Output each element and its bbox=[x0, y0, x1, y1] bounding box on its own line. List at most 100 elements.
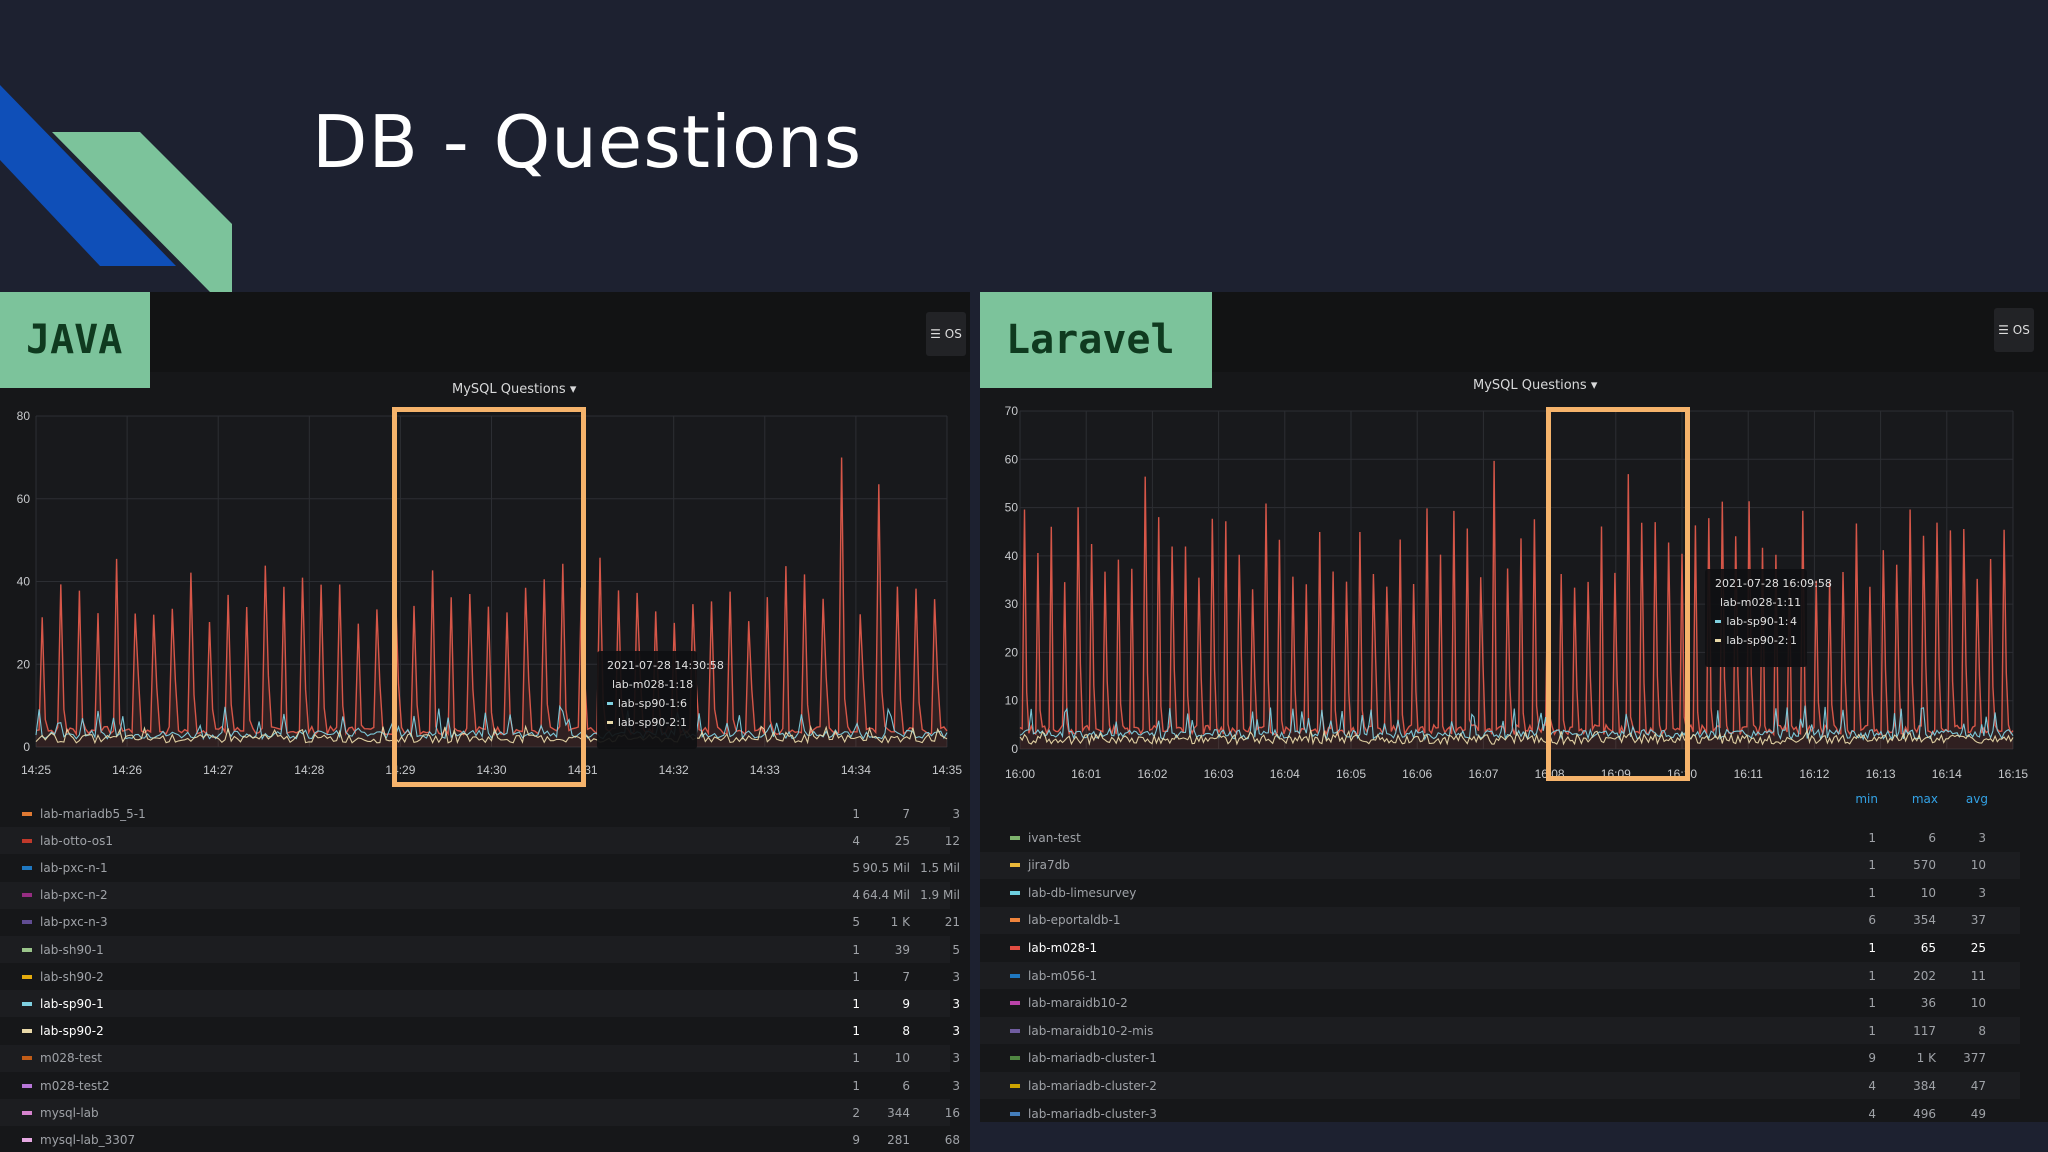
legend-header-max[interactable]: max bbox=[1911, 792, 1938, 806]
legend-row[interactable]: m028-test 1 10 3 bbox=[0, 1044, 960, 1072]
legend-row[interactable]: jira7db 1 570 10 bbox=[980, 851, 2020, 879]
legend-avg-value: 1.5 Mil bbox=[920, 860, 960, 875]
legend-series-name: lab-db-limesurvey bbox=[1028, 885, 1137, 900]
legend-min-value: 1 bbox=[852, 942, 860, 957]
legend-row[interactable]: lab-sp90-1 1 9 3 bbox=[0, 990, 960, 1018]
legend-row[interactable]: lab-mariadb-cluster-2 4 384 47 bbox=[980, 1072, 2020, 1100]
legend-row[interactable]: lab-sh90-2 1 7 3 bbox=[0, 963, 960, 990]
series-line-lab-sp90-1 bbox=[1019, 705, 2014, 742]
legend-header-avg[interactable]: avg bbox=[1965, 792, 1988, 806]
x-tick-label: 16:03 bbox=[1204, 767, 1234, 781]
legend-row[interactable]: lab-mariadb-cluster-1 9 1 K 377 bbox=[980, 1045, 2020, 1072]
legend-avg-value: 68 bbox=[944, 1132, 960, 1147]
tooltip-value: 18 bbox=[679, 678, 694, 691]
legend-series-name: lab-sp90-1 bbox=[40, 996, 104, 1011]
legend-row[interactable]: lab-pxc-n-3 5 1 K 21 bbox=[0, 909, 960, 936]
chart-tooltip: 2021-07-28 16:09:58 lab-m028-1: 11 lab-s… bbox=[1705, 569, 1832, 667]
legend-avg-value: 3 bbox=[952, 969, 960, 984]
legend-swatch bbox=[22, 811, 32, 816]
legend-row[interactable]: lab-mariadb-cluster-3 4 496 49 bbox=[980, 1100, 2020, 1127]
tooltip-value: 1 bbox=[680, 716, 687, 729]
legend-max-value: 36 bbox=[1920, 996, 1936, 1011]
legend-avg-value: 3 bbox=[952, 1024, 960, 1039]
panel-badge: Laravel bbox=[980, 292, 1212, 388]
chart-title[interactable]: MySQL Questions ▾ bbox=[452, 382, 577, 397]
series-line-lab-sp90-2 bbox=[35, 724, 948, 745]
legend-row[interactable]: lab-otto-os1 4 25 12 bbox=[0, 827, 960, 855]
legend-min-value: 4 bbox=[852, 888, 860, 903]
legend-max-value: 6 bbox=[1928, 830, 1936, 845]
legend-max-value: 90.5 Mil bbox=[862, 860, 910, 875]
legend-swatch bbox=[1010, 863, 1020, 868]
legend-series-name: lab-sh90-2 bbox=[40, 969, 104, 984]
legend-min-value: 1 bbox=[1868, 885, 1876, 900]
legend-series-name: lab-sh90-1 bbox=[40, 942, 104, 957]
legend-max-value: 8 bbox=[902, 1024, 910, 1039]
legend-swatch bbox=[22, 1083, 32, 1088]
os-menu-button[interactable]: ☰ OS bbox=[1994, 308, 2034, 352]
legend-row[interactable]: mysql-lab_3307 9 281 68 bbox=[0, 1126, 960, 1152]
series-line-lab-m028-1 bbox=[1019, 460, 2014, 737]
tooltip-swatch bbox=[1715, 620, 1722, 623]
legend-row[interactable]: lab-pxc-n-2 4 64.4 Mil 1.9 Mil bbox=[0, 881, 960, 909]
legend-max-value: 570 bbox=[1913, 858, 1936, 873]
legend-swatch bbox=[22, 1001, 32, 1006]
legend-row[interactable]: lab-m056-1 1 202 11 bbox=[980, 962, 2020, 989]
panel-header-strip bbox=[0, 292, 970, 372]
legend-min-value: 1 bbox=[852, 996, 860, 1011]
x-tick-label: 14:26 bbox=[112, 763, 142, 777]
legend-row[interactable]: lab-maraidb10-2 1 36 10 bbox=[980, 990, 2020, 1017]
legend-row[interactable]: mysql-lab 2 344 16 bbox=[0, 1099, 960, 1127]
legend-max-value: 202 bbox=[1913, 968, 1936, 983]
plot-area bbox=[1020, 411, 2013, 749]
legend-max-value: 65 bbox=[1920, 940, 1936, 955]
y-tick-label: 80 bbox=[17, 409, 31, 423]
chart-tooltip: 2021-07-28 14:30:58 lab-m028-1: 18 lab-s… bbox=[597, 651, 724, 749]
legend-swatch bbox=[22, 1110, 32, 1115]
laravel-panel: Laravel ☰ OS MySQL Questions ▾ 0 10 20 30 40… bbox=[980, 292, 2048, 1152]
legend-row[interactable]: lab-db-limesurvey 1 10 3 bbox=[980, 879, 2020, 906]
mysql-questions-chart: 0 10 20 30 40 50 60 70 16:00 16:01 16:02 16:03 16:04… bbox=[1005, 404, 2029, 781]
legend-series-name: lab-mariadb-cluster-2 bbox=[1028, 1078, 1157, 1093]
legend-swatch bbox=[22, 920, 32, 925]
legend-max-value: 281 bbox=[887, 1132, 910, 1147]
slide-title: DB - Questions bbox=[312, 100, 863, 184]
legend-swatch bbox=[1010, 1056, 1020, 1061]
x-tick-label: 16:01 bbox=[1071, 767, 1101, 781]
legend-avg-value: 3 bbox=[952, 996, 960, 1011]
tooltip-series: lab-sp90-2: bbox=[617, 716, 680, 729]
legend-row[interactable]: lab-mariadb5_5-1 1 7 3 bbox=[0, 800, 960, 827]
legend-min-value: 1 bbox=[852, 1051, 860, 1066]
legend-max-value: 1 K bbox=[1916, 1051, 1936, 1066]
x-tick-label: 14:34 bbox=[841, 763, 871, 777]
legend-avg-value: 10 bbox=[1970, 858, 1986, 873]
legend-row[interactable]: lab-m028-1 1 65 25 bbox=[980, 934, 2020, 961]
x-tick-label: 16:12 bbox=[1799, 767, 1829, 781]
legend-row[interactable]: m028-test2 1 6 3 bbox=[0, 1072, 960, 1099]
x-tick-label: 16:05 bbox=[1336, 767, 1366, 781]
legend-swatch bbox=[1010, 1028, 1020, 1033]
legend-row[interactable]: lab-sp90-2 1 8 3 bbox=[0, 1018, 960, 1045]
legend-max-value: 39 bbox=[894, 942, 910, 957]
legend-row[interactable]: lab-maraidb10-2-mis 1 117 8 bbox=[980, 1017, 2020, 1045]
os-menu-button[interactable]: ☰ OS bbox=[926, 312, 966, 356]
legend-swatch bbox=[1010, 835, 1020, 840]
legend-row[interactable]: lab-eportaldb-1 6 354 37 bbox=[980, 906, 2020, 934]
legend-row[interactable]: ivan-test 1 6 3 bbox=[980, 824, 2020, 851]
legend-header-min[interactable]: min bbox=[1855, 792, 1878, 806]
legend-max-value: 10 bbox=[1920, 885, 1936, 900]
chart-title[interactable]: MySQL Questions ▾ bbox=[1473, 378, 1598, 393]
tooltip-row: lab-m028-1: 11 bbox=[1715, 596, 1801, 609]
legend-min-value: 1 bbox=[852, 1024, 860, 1039]
legend-row[interactable]: lab-sh90-1 1 39 5 bbox=[0, 936, 960, 963]
bottom-strip bbox=[980, 1122, 2048, 1152]
legend-min-value: 6 bbox=[1868, 913, 1876, 928]
legend-min-value: 4 bbox=[1868, 1078, 1876, 1093]
legend-min-value: 1 bbox=[852, 969, 860, 984]
legend-row[interactable]: lab-pxc-n-1 5 90.5 Mil 1.5 Mil bbox=[0, 854, 960, 881]
legend-avg-value: 1.9 Mil bbox=[920, 888, 960, 903]
x-tick-label: 16:00 bbox=[1005, 767, 1035, 781]
y-tick-label: 60 bbox=[17, 492, 31, 506]
legend-swatch bbox=[1010, 890, 1020, 895]
